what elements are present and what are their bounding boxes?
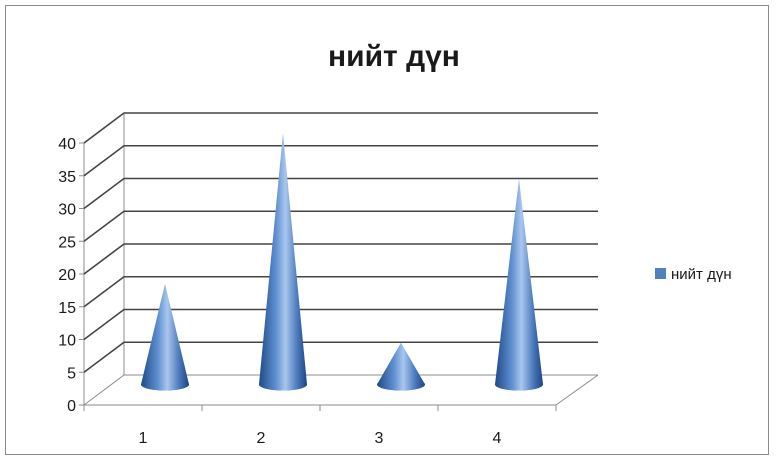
x-axis-ticks: 1 2 3 4 — [83, 405, 557, 447]
legend-swatch — [655, 268, 666, 279]
cone — [141, 283, 189, 391]
x-tick-label: 2 — [257, 430, 266, 447]
legend: нийт дүн — [655, 266, 732, 283]
gridline — [83, 210, 598, 242]
cone-body — [141, 283, 189, 391]
x-tick-label: 1 — [139, 430, 148, 447]
y-tick-label: 35 — [58, 169, 76, 186]
x-tick-label: 3 — [375, 430, 384, 447]
y-tick-label: 30 — [58, 202, 76, 219]
cone-body — [377, 342, 425, 391]
y-tick-label: 20 — [58, 267, 76, 284]
floor-right-edge — [555, 374, 599, 406]
x-tick-label: 4 — [493, 430, 502, 447]
cone — [259, 133, 307, 391]
y-axis-ticks: 0 5 10 15 20 25 30 35 40 — [58, 136, 84, 415]
cone — [377, 342, 425, 391]
y-tick-label: 40 — [58, 136, 76, 153]
gridline — [83, 341, 598, 373]
y-tick-label: 5 — [67, 365, 76, 382]
gridline — [83, 308, 598, 341]
cone-body — [259, 133, 307, 391]
y-tick-label: 0 — [67, 398, 76, 415]
gridline — [83, 177, 598, 210]
gridline — [83, 275, 598, 308]
chart-title: нийт дүн — [328, 40, 460, 73]
y-tick-label: 15 — [58, 300, 76, 317]
gridline — [83, 112, 598, 144]
cone-body — [495, 178, 543, 391]
cone — [495, 178, 543, 391]
cone-series — [141, 133, 543, 391]
plot-grid — [83, 112, 599, 406]
legend-label: нийт дүн — [671, 266, 732, 283]
gridline — [83, 374, 598, 406]
y-tick-label: 10 — [58, 333, 76, 350]
gridline — [83, 144, 598, 177]
gridline — [83, 243, 598, 275]
y-tick-label: 25 — [58, 234, 76, 251]
